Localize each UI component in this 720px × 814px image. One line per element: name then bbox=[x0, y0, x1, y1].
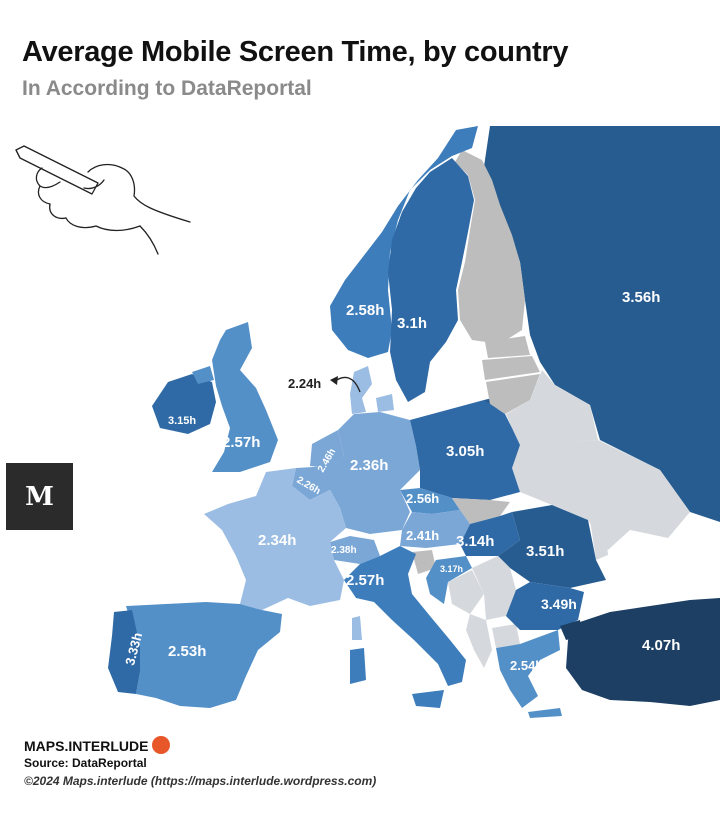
label-france: 2.34h bbox=[258, 532, 296, 549]
country-greece bbox=[496, 630, 560, 708]
label-spain: 2.53h bbox=[168, 643, 206, 660]
country-poland bbox=[410, 400, 520, 500]
map-title: Average Mobile Screen Time, by country bbox=[22, 36, 569, 68]
label-bulgaria: 3.49h bbox=[541, 596, 577, 612]
country-denmark-islands bbox=[376, 394, 394, 412]
country-slovenia bbox=[412, 550, 436, 574]
country-czechia bbox=[400, 488, 460, 514]
footer-brand-text: MAPS.INTERLUDE bbox=[24, 738, 149, 754]
country-montenegro-albania bbox=[466, 614, 492, 668]
label-czechia: 2.56h bbox=[406, 491, 439, 506]
country-belgium bbox=[292, 466, 330, 500]
country-germany bbox=[330, 412, 420, 534]
label-greece: 2.54h bbox=[510, 658, 543, 673]
label-denmark: 2.24h bbox=[288, 376, 321, 391]
country-bulgaria bbox=[506, 582, 584, 630]
country-hungary bbox=[460, 512, 520, 556]
country-sardinia bbox=[350, 648, 366, 684]
denmark-arrow-head bbox=[330, 376, 338, 385]
label-norway: 2.58h bbox=[346, 302, 384, 319]
label-turkey: 4.07h bbox=[642, 637, 680, 654]
country-lithuania bbox=[486, 374, 540, 414]
brand-logo-glyph: M bbox=[25, 481, 54, 512]
country-romania bbox=[498, 505, 606, 588]
country-corsica bbox=[352, 616, 362, 640]
country-turkey-europe bbox=[560, 620, 582, 640]
country-netherlands bbox=[310, 430, 344, 468]
label-italy: 2.57h bbox=[346, 572, 384, 589]
country-serbia bbox=[472, 556, 516, 620]
speech-bubble-icon bbox=[152, 736, 171, 754]
country-croatia bbox=[426, 556, 472, 604]
label-hungary: 3.14h bbox=[456, 533, 494, 550]
country-bosnia bbox=[448, 570, 484, 614]
label-united-kingdom: 2.57h bbox=[222, 434, 260, 451]
brand-logo: M bbox=[6, 463, 73, 530]
label-croatia: 3.17h bbox=[440, 564, 463, 574]
country-sicily bbox=[412, 690, 444, 708]
country-estonia bbox=[485, 336, 530, 358]
footer-brand: MAPS.INTERLUDE bbox=[24, 736, 171, 754]
phone-hand-illustration bbox=[15, 145, 191, 255]
label-poland: 3.05h bbox=[446, 443, 484, 460]
country-latvia bbox=[482, 356, 540, 380]
label-ireland: 3.15h bbox=[168, 415, 196, 427]
country-norway bbox=[330, 126, 478, 358]
country-austria bbox=[400, 510, 470, 548]
country-denmark bbox=[350, 366, 372, 414]
country-spain bbox=[126, 602, 282, 708]
country-italy bbox=[344, 546, 466, 686]
country-north-macedonia bbox=[492, 624, 520, 648]
label-germany: 2.36h bbox=[350, 457, 388, 474]
country-northern-ireland bbox=[192, 366, 214, 384]
country-portugal bbox=[108, 610, 140, 694]
country-united-kingdom bbox=[212, 322, 278, 472]
country-ukraine bbox=[512, 440, 690, 550]
country-slovakia bbox=[452, 498, 510, 524]
label-austria: 2.41h bbox=[406, 528, 439, 543]
country-france bbox=[204, 468, 346, 610]
country-turkey bbox=[566, 598, 720, 706]
label-russia: 3.56h bbox=[622, 289, 660, 306]
footer-source: Source: DataReportal bbox=[24, 756, 147, 770]
country-belarus bbox=[506, 370, 598, 445]
map-subtitle: In According to DataReportal bbox=[22, 77, 312, 100]
footer-copyright: ©2024 Maps.interlude (https://maps.inter… bbox=[24, 774, 377, 788]
label-sweden: 3.1h bbox=[397, 315, 427, 332]
label-romania: 3.51h bbox=[526, 543, 564, 560]
country-crete bbox=[528, 708, 562, 718]
country-moldova bbox=[590, 520, 608, 560]
country-finland bbox=[455, 150, 525, 344]
country-russia bbox=[482, 126, 720, 522]
label-switzerland: 2.38h bbox=[331, 545, 357, 556]
country-switzerland bbox=[330, 536, 380, 564]
country-sweden bbox=[388, 158, 474, 402]
country-ireland bbox=[152, 374, 216, 434]
